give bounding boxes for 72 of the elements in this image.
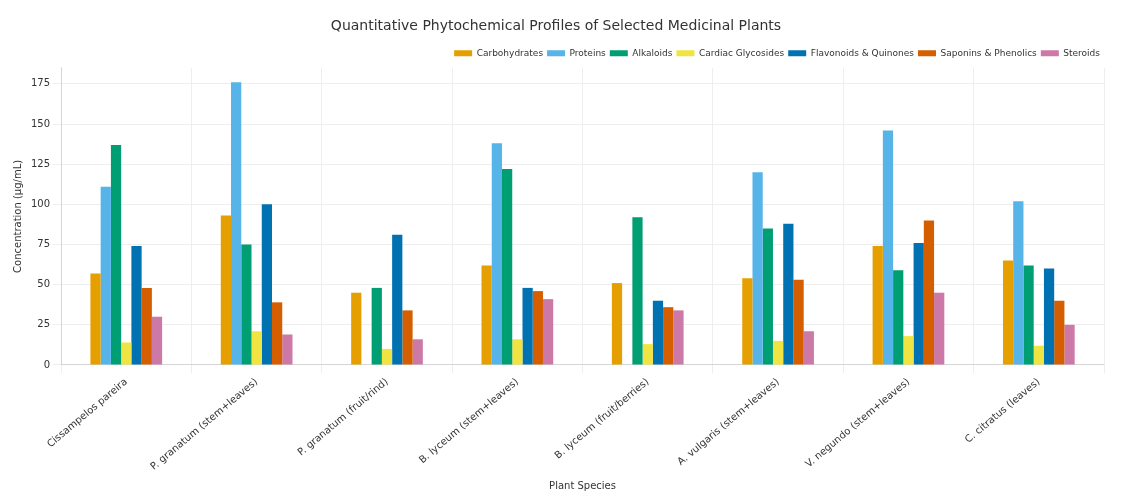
bar (642, 344, 653, 365)
bar (611, 283, 623, 365)
bar (872, 246, 883, 365)
bar (663, 307, 674, 365)
bar (934, 292, 945, 365)
bar (882, 130, 894, 365)
bar (131, 246, 142, 365)
legend-label: Carbohydrates (476, 47, 544, 58)
bar (502, 169, 513, 365)
bar (512, 339, 523, 365)
bar (1054, 300, 1065, 365)
bar (673, 310, 684, 365)
bar (1064, 324, 1075, 365)
bar (272, 302, 283, 365)
y-tick-label: 0 (43, 358, 51, 370)
bar (803, 331, 814, 365)
legend-label: Steroids (1063, 47, 1101, 58)
bar (351, 292, 362, 365)
bar (100, 186, 111, 365)
bar (371, 287, 382, 365)
y-tick-label: 50 (37, 278, 51, 290)
bar (542, 299, 554, 365)
bar (121, 342, 132, 365)
bar (1043, 268, 1055, 365)
legend-label: Cardiac Glycosides (698, 47, 785, 58)
bar (381, 348, 393, 365)
bar (282, 334, 293, 365)
bar (913, 242, 924, 365)
bar (793, 279, 804, 365)
bar (110, 144, 122, 365)
bar (141, 287, 152, 365)
bar (923, 220, 935, 365)
bar (241, 244, 252, 365)
bar (90, 273, 101, 365)
bar (392, 234, 403, 365)
bar (752, 172, 763, 365)
legend-label: Alkaloids (632, 47, 673, 58)
bar (1033, 345, 1044, 365)
bar (742, 278, 753, 365)
bar (772, 340, 784, 365)
y-tick-label: 150 (30, 117, 51, 129)
bar (220, 215, 232, 365)
bar (783, 223, 794, 365)
bar (1002, 260, 1014, 365)
bar (481, 265, 492, 365)
bar (652, 300, 664, 365)
bar (632, 217, 643, 365)
y-tick-label: 125 (30, 157, 51, 169)
y-tick-label: 75 (37, 238, 51, 250)
y-tick-label: 100 (30, 197, 51, 209)
bar (893, 270, 904, 365)
legend-label: Proteins (569, 47, 607, 58)
bar (402, 310, 413, 365)
bar (1013, 201, 1024, 365)
chart-title: Quantitative Phytochemical Profiles of Selected Medicinal Plants (330, 17, 782, 34)
bar (412, 339, 423, 365)
bar (251, 331, 262, 365)
bar (1023, 265, 1034, 365)
legend-label: Flavonoids & Quinones (810, 47, 915, 58)
bar (522, 287, 533, 365)
x-axis-title: Plant Species (549, 479, 616, 491)
bar (491, 143, 502, 365)
bar (762, 228, 773, 365)
bar (261, 204, 272, 365)
y-tick-label: 25 (37, 318, 51, 330)
bar (231, 82, 242, 365)
y-axis-title: Concentration (µg/mL) (11, 159, 23, 273)
bar (151, 316, 163, 365)
y-tick-label: 175 (30, 77, 51, 89)
legend-label: Saponins & Phenolics (940, 47, 1038, 58)
bar (903, 336, 914, 365)
bar (532, 291, 543, 365)
